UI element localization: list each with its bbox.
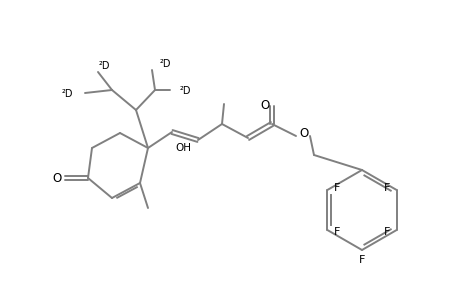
Text: OH: OH (174, 143, 190, 153)
Text: O: O (260, 98, 269, 112)
Text: F: F (333, 183, 340, 193)
Text: O: O (52, 172, 62, 184)
Text: F: F (383, 183, 389, 193)
Text: F: F (358, 255, 364, 265)
Text: ²D: ²D (99, 61, 110, 71)
Text: O: O (299, 127, 308, 140)
Text: F: F (383, 227, 389, 237)
Text: ²D: ²D (179, 86, 191, 96)
Text: ²D: ²D (160, 59, 171, 69)
Text: ²D: ²D (62, 89, 73, 99)
Text: F: F (333, 227, 340, 237)
